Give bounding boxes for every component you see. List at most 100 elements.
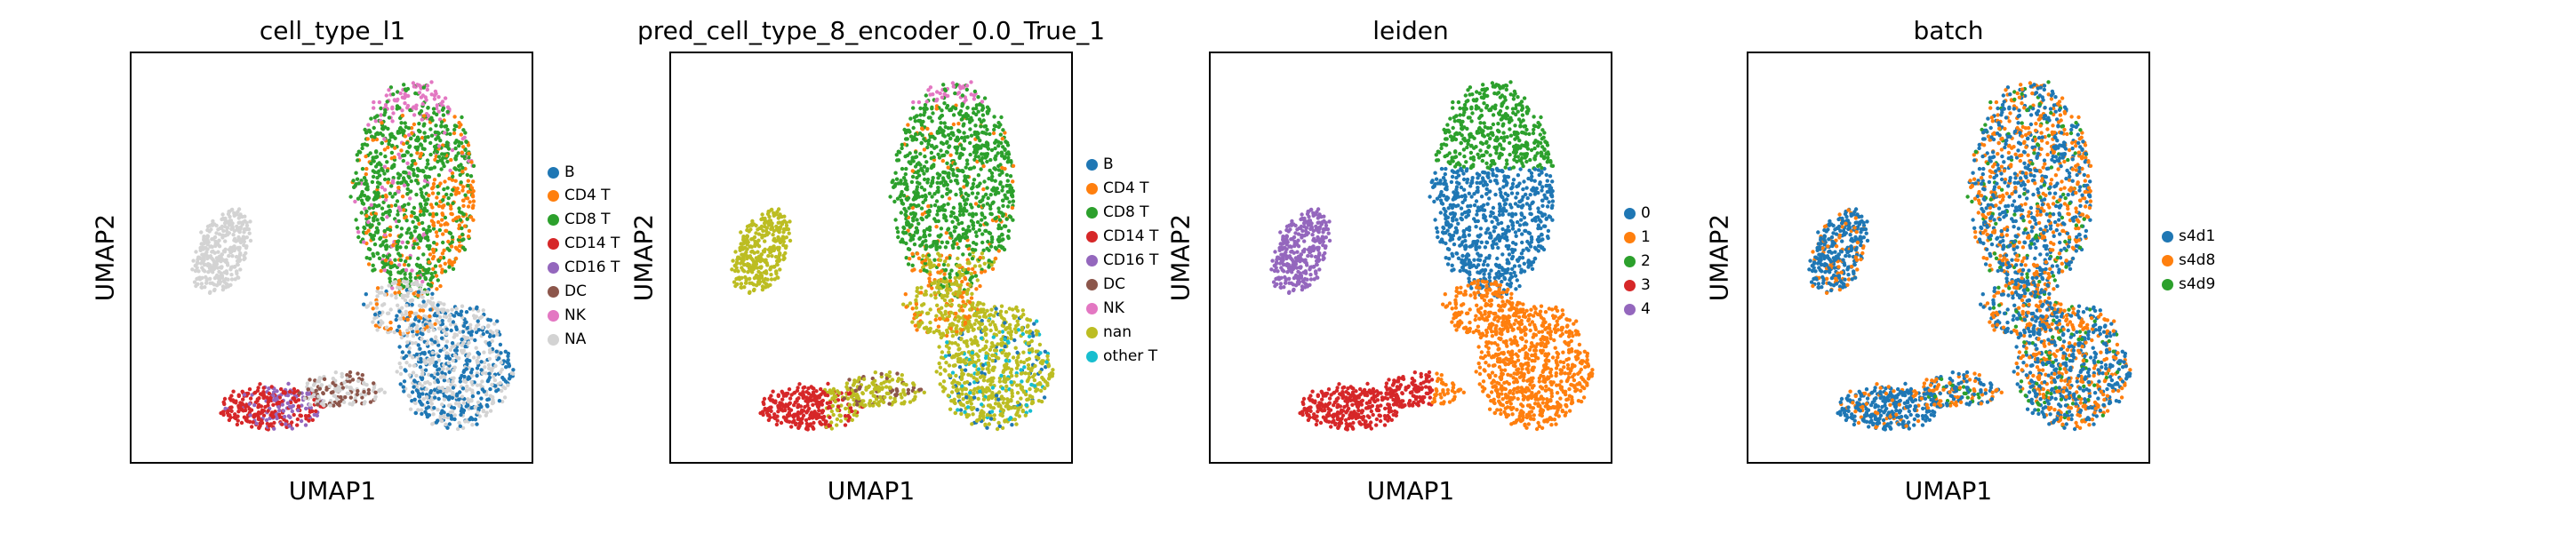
scatter-point [199, 230, 204, 235]
scatter-point [348, 374, 352, 378]
scatter-point [443, 269, 448, 274]
scatter-point [431, 185, 436, 189]
scatter-point [443, 179, 447, 184]
scatter-point [1043, 386, 1047, 391]
scatter-point [418, 346, 422, 351]
scatter-point [908, 161, 913, 166]
scatter-point [382, 147, 388, 152]
scatter-point [311, 383, 316, 387]
scatter-point [912, 242, 917, 247]
scatter-point [961, 227, 965, 232]
scatter-point [959, 220, 964, 226]
scatter-point [1011, 355, 1016, 360]
scatter-point [930, 179, 935, 183]
scatter-point [937, 235, 942, 239]
scatter-point [457, 168, 462, 172]
scatter-point [987, 318, 991, 323]
scatter-point [466, 403, 470, 408]
scatter-point [464, 358, 468, 363]
scatter-point [467, 151, 471, 155]
scatter-point [451, 320, 456, 324]
scatter-point [407, 175, 412, 179]
scatter-point [976, 109, 980, 114]
scatter-point [411, 219, 415, 224]
scatter-point [460, 188, 465, 193]
scatter-point [981, 346, 987, 352]
scatter-point [1045, 354, 1050, 359]
scatter-point [400, 269, 404, 274]
scatter-point [967, 166, 972, 171]
scatter-point [919, 166, 924, 171]
scatter-point [441, 198, 445, 203]
scatter-point [910, 306, 915, 311]
scatter-point [981, 187, 986, 192]
scatter-point [383, 107, 388, 113]
scatter-point [406, 202, 411, 206]
scatter-point [408, 407, 413, 411]
scatter-point [990, 386, 996, 390]
scatter-point [1000, 137, 1004, 141]
scatter-point [888, 195, 892, 199]
scatter-point [244, 418, 248, 422]
scatter-point [446, 361, 452, 365]
scatter-point [948, 287, 953, 292]
scatter-point [947, 350, 951, 354]
scatter-point [901, 240, 906, 244]
scatter-point [957, 238, 963, 243]
scatter-point [1028, 386, 1032, 392]
scatter-point [362, 194, 367, 198]
scatter-point [454, 123, 459, 129]
scatter-point [954, 326, 958, 330]
scatter-point [768, 267, 772, 272]
scatter-point [255, 388, 260, 393]
scatter-point [446, 195, 451, 201]
scatter-point [895, 226, 900, 230]
scatter-point [1006, 340, 1011, 345]
scatter-point [957, 269, 962, 274]
scatter-point [389, 293, 394, 298]
scatter-point [356, 226, 360, 230]
scatter-point [418, 238, 423, 243]
scatter-point [390, 107, 395, 111]
scatter-point [931, 92, 935, 97]
scatter-point [931, 243, 935, 248]
scatter-point [909, 179, 915, 185]
scatter-point [1000, 330, 1005, 334]
scatter-point [316, 402, 320, 407]
scatter-point [216, 227, 220, 232]
scatter-point [375, 218, 380, 222]
scatter-point [428, 152, 433, 157]
scatter-point [384, 289, 388, 294]
scatter-point [770, 254, 774, 259]
scatter-point [306, 387, 310, 392]
scatter-point [444, 192, 449, 197]
scatter-point [266, 409, 270, 413]
scatter-point [998, 180, 1003, 185]
scatter-point [1027, 375, 1032, 380]
scatter-point [415, 388, 420, 394]
scatter-point [227, 418, 232, 423]
scatter-point [749, 237, 754, 242]
scatter-point [894, 177, 900, 181]
scatter-point [972, 339, 977, 345]
scatter-point [411, 168, 415, 172]
scatter-point [409, 179, 413, 184]
scatter-point [442, 346, 447, 352]
scatter-point [378, 387, 382, 392]
scatter-point [327, 384, 332, 388]
scatter-point [383, 154, 388, 159]
scatter-point [999, 337, 1004, 342]
scatter-point [953, 179, 958, 183]
scatter-point [379, 152, 383, 156]
scatter-point [938, 180, 943, 186]
scatter-point [395, 370, 399, 374]
scatter-point [939, 148, 943, 153]
scatter-point [924, 99, 929, 104]
scatter-point [936, 278, 941, 283]
scatter-point [419, 330, 423, 336]
scatter-point [996, 151, 1000, 155]
scatter-point [434, 123, 438, 128]
scatter-point [475, 373, 479, 378]
scatter-point [400, 293, 404, 298]
scatter-point [928, 134, 933, 139]
